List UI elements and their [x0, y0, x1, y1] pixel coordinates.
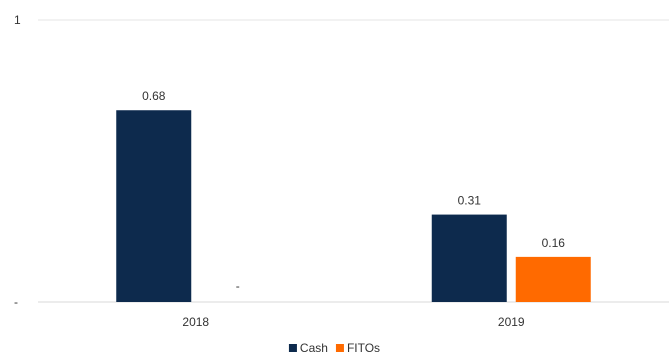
bar-cash-2019	[431, 214, 507, 302]
legend-label-fitos: FITOs	[347, 341, 380, 355]
bars	[116, 110, 591, 303]
y-tick-label: 1	[14, 13, 21, 27]
x-tick-label: 2018	[182, 315, 209, 329]
bar-cash-2018	[116, 110, 192, 303]
data-labels: 0.68 - 0.31 0.16	[142, 89, 565, 293]
bar-fitos-2019	[515, 256, 591, 302]
y-axis: -1	[14, 13, 21, 309]
y-tick-label: -	[14, 295, 18, 309]
data-label: 0.31	[458, 194, 482, 208]
legend-label-cash: Cash	[300, 341, 328, 355]
legend-swatch-fitos	[335, 344, 344, 352]
data-label: -	[236, 279, 240, 293]
x-axis: 2018 2019	[182, 315, 525, 329]
legend: Cash FITOs	[288, 341, 380, 355]
x-tick-label: 2019	[498, 315, 525, 329]
legend-swatch-cash	[288, 344, 297, 352]
data-label: 0.16	[542, 236, 566, 250]
data-label: 0.68	[142, 89, 166, 103]
